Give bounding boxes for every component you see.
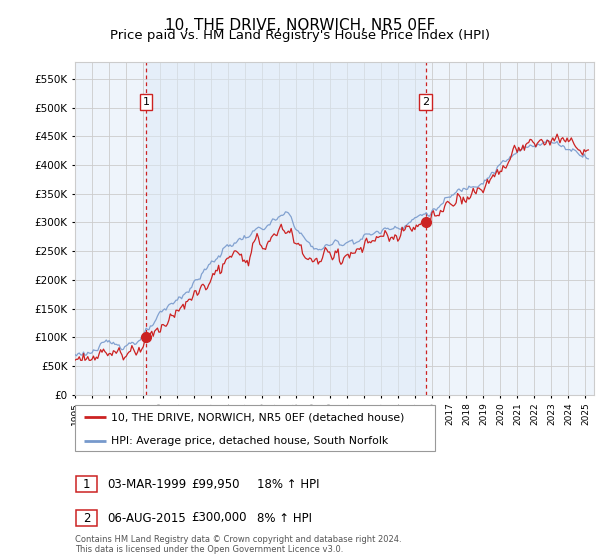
Text: 8% ↑ HPI: 8% ↑ HPI bbox=[257, 511, 312, 525]
Text: 10, THE DRIVE, NORWICH, NR5 0EF (detached house): 10, THE DRIVE, NORWICH, NR5 0EF (detache… bbox=[111, 412, 404, 422]
Text: Contains HM Land Registry data © Crown copyright and database right 2024.
This d: Contains HM Land Registry data © Crown c… bbox=[75, 535, 401, 554]
FancyBboxPatch shape bbox=[75, 405, 435, 451]
FancyBboxPatch shape bbox=[76, 510, 97, 526]
Text: 2: 2 bbox=[422, 97, 429, 107]
Text: 1: 1 bbox=[142, 97, 149, 107]
Text: 1: 1 bbox=[83, 478, 90, 491]
Bar bbox=[146, 62, 425, 395]
Text: £99,950: £99,950 bbox=[191, 478, 239, 491]
Text: Price paid vs. HM Land Registry's House Price Index (HPI): Price paid vs. HM Land Registry's House … bbox=[110, 29, 490, 42]
Text: 03-MAR-1999: 03-MAR-1999 bbox=[107, 478, 186, 491]
Text: 18% ↑ HPI: 18% ↑ HPI bbox=[257, 478, 319, 491]
FancyBboxPatch shape bbox=[76, 477, 97, 492]
Text: 2: 2 bbox=[83, 511, 90, 525]
Text: HPI: Average price, detached house, South Norfolk: HPI: Average price, detached house, Sout… bbox=[111, 436, 388, 446]
Text: £300,000: £300,000 bbox=[191, 511, 247, 525]
Text: 06-AUG-2015: 06-AUG-2015 bbox=[107, 511, 185, 525]
Text: 10, THE DRIVE, NORWICH, NR5 0EF: 10, THE DRIVE, NORWICH, NR5 0EF bbox=[165, 18, 435, 33]
